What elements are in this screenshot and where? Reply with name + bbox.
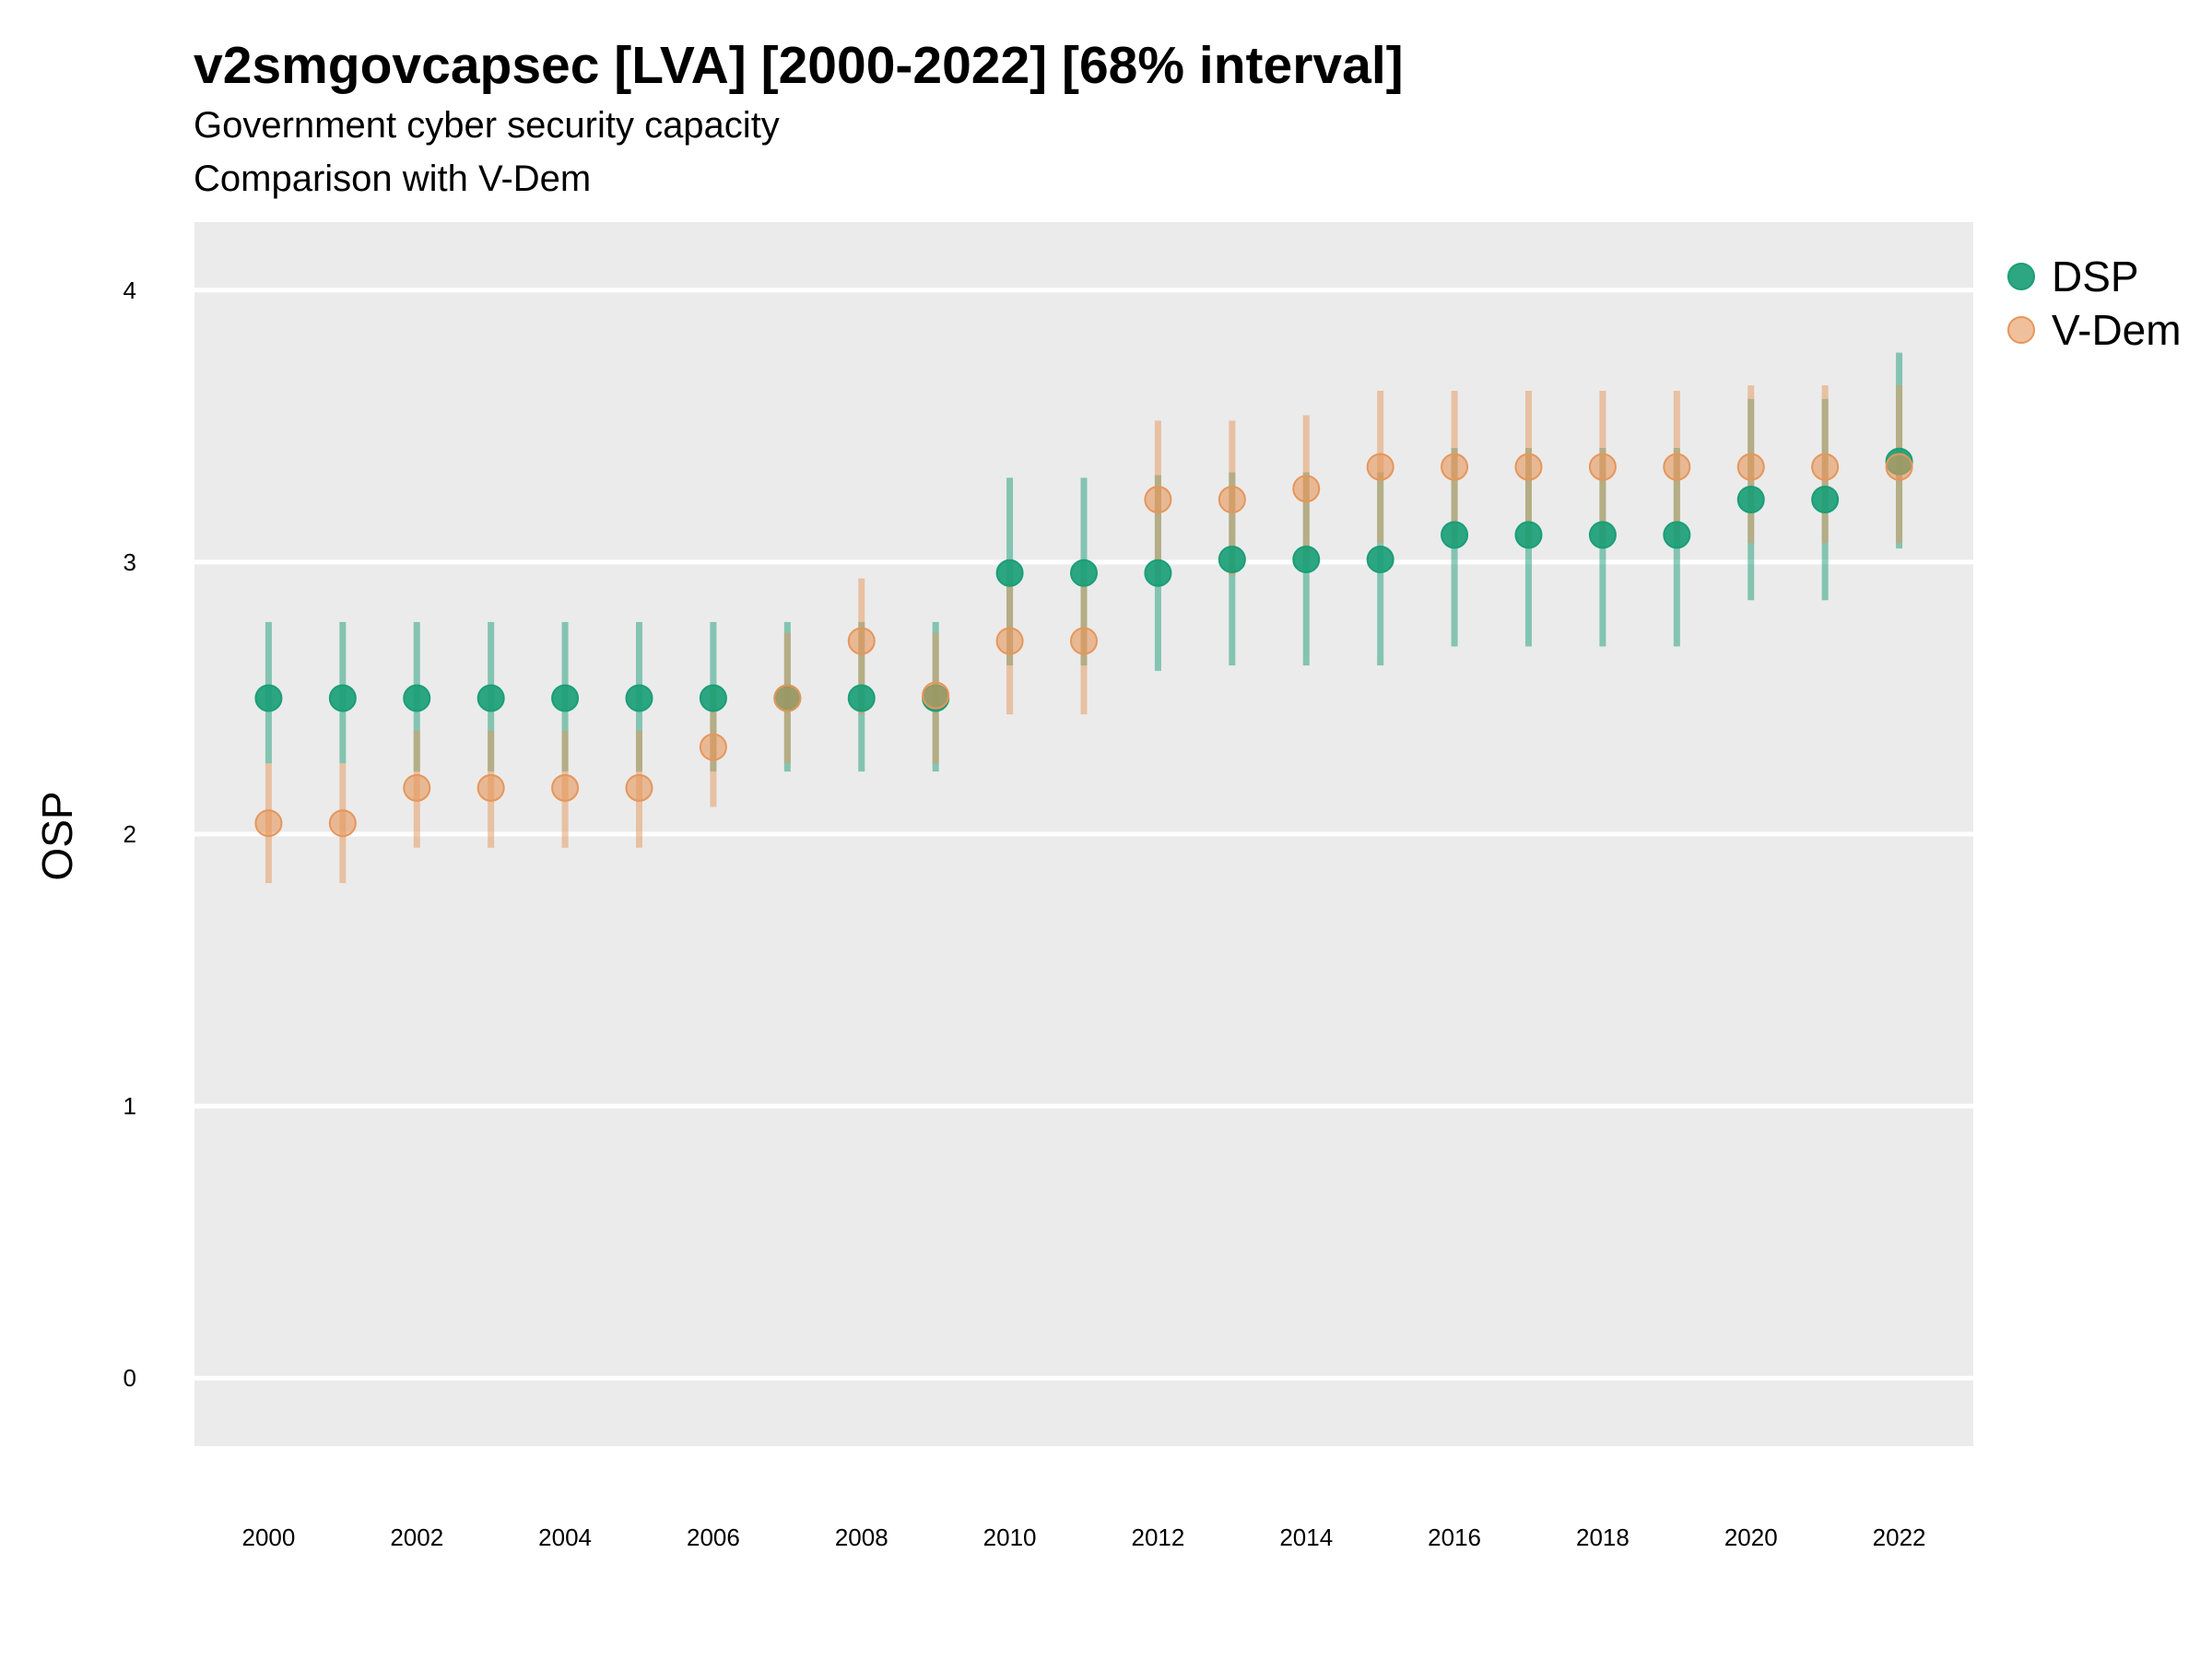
point-v-dem-2012 xyxy=(1144,486,1172,514)
point-v-dem-2010 xyxy=(995,627,1024,655)
chart-title: v2smgovcapsec [LVA] [2000-2022] [68% int… xyxy=(194,36,1404,95)
point-v-dem-2001 xyxy=(328,809,357,838)
x-tick-label-2012: 2012 xyxy=(1131,1524,1184,1551)
point-v-dem-2019 xyxy=(1663,453,1691,481)
point-v-dem-2015 xyxy=(1366,453,1394,481)
point-dsp-2006 xyxy=(699,684,727,712)
x-tick-label-2000: 2000 xyxy=(241,1524,295,1551)
point-dsp-2013 xyxy=(1218,545,1246,573)
x-tick-label-2002: 2002 xyxy=(390,1524,443,1551)
x-tick-label-2018: 2018 xyxy=(1576,1524,1630,1551)
x-tick-label-2014: 2014 xyxy=(1279,1524,1333,1551)
y-tick-label-2: 2 xyxy=(124,820,136,848)
y-tick-label-1: 1 xyxy=(124,1092,136,1120)
point-v-dem-2016 xyxy=(1441,453,1469,481)
point-v-dem-2020 xyxy=(1736,453,1765,481)
point-v-dem-2013 xyxy=(1218,486,1246,514)
point-dsp-2017 xyxy=(1514,521,1543,549)
point-dsp-2012 xyxy=(1144,559,1172,587)
point-v-dem-2005 xyxy=(625,773,653,802)
point-v-dem-2014 xyxy=(1292,475,1321,503)
legend-label-v-dem: V-Dem xyxy=(2052,306,2182,354)
legend-label-dsp: DSP xyxy=(2052,253,2139,300)
point-v-dem-2002 xyxy=(403,773,431,802)
point-dsp-2011 xyxy=(1070,559,1098,587)
chart-subtitle: Government cyber security capacity xyxy=(194,105,780,146)
point-v-dem-2022 xyxy=(1885,453,1913,481)
point-dsp-2003 xyxy=(477,684,505,712)
x-tick-label-2004: 2004 xyxy=(538,1524,592,1551)
point-dsp-2021 xyxy=(1811,486,1840,514)
data-points xyxy=(254,447,1913,838)
x-tick-label-2020: 2020 xyxy=(1724,1524,1778,1551)
point-dsp-2020 xyxy=(1736,486,1765,514)
point-dsp-2019 xyxy=(1663,521,1691,549)
point-v-dem-2007 xyxy=(773,684,802,712)
point-dsp-2010 xyxy=(995,559,1024,587)
y-tick-label-4: 4 xyxy=(124,276,136,304)
y-tick-label-0: 0 xyxy=(124,1364,136,1392)
point-v-dem-2009 xyxy=(922,681,950,710)
point-v-dem-2000 xyxy=(254,809,283,838)
point-v-dem-2003 xyxy=(477,773,505,802)
point-dsp-2000 xyxy=(254,684,283,712)
point-dsp-2014 xyxy=(1292,545,1321,573)
point-dsp-2004 xyxy=(551,684,580,712)
y-axis-ticks: 0 1 2 3 4 xyxy=(124,276,136,1392)
legend-key-v-dem xyxy=(2007,316,2035,344)
point-v-dem-2011 xyxy=(1070,627,1098,655)
point-dsp-2015 xyxy=(1366,545,1394,573)
point-dsp-2001 xyxy=(328,684,357,712)
point-dsp-2018 xyxy=(1588,521,1617,549)
y-axis-label: OSP xyxy=(33,791,81,880)
point-dsp-2002 xyxy=(403,684,431,712)
point-dsp-2005 xyxy=(625,684,653,712)
point-dsp-2016 xyxy=(1441,521,1469,549)
legend-key-dsp xyxy=(2007,263,2035,290)
legend: DSP V-Dem xyxy=(2007,253,2182,354)
chart-subtitle-comparison: Comparison with V-Dem xyxy=(194,159,592,199)
x-tick-label-2010: 2010 xyxy=(983,1524,1037,1551)
x-axis-ticks: 2000 2002 2004 2006 2008 2010 2012 2014 2016 2018… xyxy=(241,1524,1925,1551)
point-v-dem-2021 xyxy=(1811,453,1840,481)
point-v-dem-2008 xyxy=(847,627,876,655)
point-v-dem-2006 xyxy=(699,733,727,761)
x-tick-label-2022: 2022 xyxy=(1873,1524,1926,1551)
x-tick-label-2016: 2016 xyxy=(1428,1524,1481,1551)
y-tick-label-3: 3 xyxy=(124,548,136,576)
x-tick-label-2008: 2008 xyxy=(835,1524,888,1551)
point-v-dem-2004 xyxy=(551,773,580,802)
point-v-dem-2018 xyxy=(1588,453,1617,481)
point-dsp-2008 xyxy=(847,684,876,712)
point-v-dem-2017 xyxy=(1514,453,1543,481)
x-tick-label-2006: 2006 xyxy=(687,1524,740,1551)
